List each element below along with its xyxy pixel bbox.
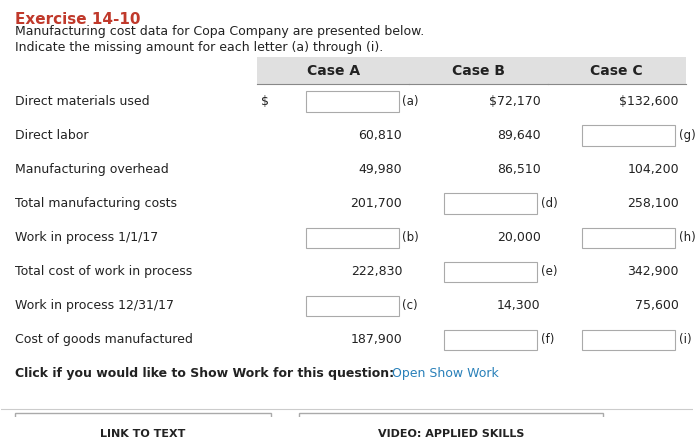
FancyBboxPatch shape: [306, 91, 399, 112]
Text: 75,600: 75,600: [635, 299, 679, 312]
Text: 187,900: 187,900: [351, 333, 402, 347]
Text: Cost of goods manufactured: Cost of goods manufactured: [15, 333, 193, 347]
FancyBboxPatch shape: [444, 330, 537, 350]
Text: Case C: Case C: [590, 64, 643, 78]
Text: (f): (f): [540, 333, 554, 347]
Text: 222,830: 222,830: [351, 265, 402, 278]
Text: 20,000: 20,000: [497, 231, 540, 244]
Text: 14,300: 14,300: [497, 299, 540, 312]
FancyBboxPatch shape: [299, 413, 603, 437]
FancyBboxPatch shape: [582, 330, 676, 350]
FancyBboxPatch shape: [257, 58, 686, 84]
Text: 342,900: 342,900: [627, 265, 679, 278]
Text: (g): (g): [679, 129, 696, 142]
FancyBboxPatch shape: [306, 228, 399, 248]
Text: (d): (d): [540, 197, 557, 210]
Text: $132,600: $132,600: [620, 95, 679, 108]
Text: LINK TO TEXT: LINK TO TEXT: [100, 429, 186, 437]
Text: 86,510: 86,510: [497, 163, 540, 176]
Text: Manufacturing cost data for Copa Company are presented below.: Manufacturing cost data for Copa Company…: [15, 25, 424, 38]
FancyBboxPatch shape: [306, 296, 399, 316]
Text: Total manufacturing costs: Total manufacturing costs: [15, 197, 177, 210]
Text: Direct labor: Direct labor: [15, 129, 89, 142]
Text: (i): (i): [679, 333, 692, 347]
Text: 49,980: 49,980: [358, 163, 402, 176]
Text: Open Show Work: Open Show Work: [392, 368, 498, 380]
Text: (c): (c): [402, 299, 418, 312]
FancyBboxPatch shape: [444, 194, 537, 214]
Text: Indicate the missing amount for each letter (a) through (i).: Indicate the missing amount for each let…: [15, 41, 384, 54]
Text: (h): (h): [679, 231, 696, 244]
Text: $: $: [260, 95, 269, 108]
Text: Case B: Case B: [452, 64, 505, 78]
FancyBboxPatch shape: [582, 125, 676, 146]
Text: 60,810: 60,810: [358, 129, 402, 142]
Text: 89,640: 89,640: [497, 129, 540, 142]
FancyBboxPatch shape: [444, 262, 537, 282]
Text: (a): (a): [402, 95, 419, 108]
FancyBboxPatch shape: [582, 228, 676, 248]
Text: Direct materials used: Direct materials used: [15, 95, 150, 108]
FancyBboxPatch shape: [15, 413, 271, 437]
Text: Click if you would like to Show Work for this question:: Click if you would like to Show Work for…: [15, 368, 394, 380]
Text: 201,700: 201,700: [351, 197, 402, 210]
Text: VIDEO: APPLIED SKILLS: VIDEO: APPLIED SKILLS: [377, 429, 524, 437]
Text: 258,100: 258,100: [627, 197, 679, 210]
Text: Manufacturing overhead: Manufacturing overhead: [15, 163, 169, 176]
Text: (b): (b): [402, 231, 419, 244]
Text: Case A: Case A: [307, 64, 360, 78]
Text: (e): (e): [540, 265, 557, 278]
Text: $72,170: $72,170: [489, 95, 540, 108]
Text: Total cost of work in process: Total cost of work in process: [15, 265, 192, 278]
Text: Work in process 1/1/17: Work in process 1/1/17: [15, 231, 158, 244]
Text: 104,200: 104,200: [627, 163, 679, 176]
Text: Work in process 12/31/17: Work in process 12/31/17: [15, 299, 174, 312]
Text: Exercise 14-10: Exercise 14-10: [15, 12, 141, 27]
